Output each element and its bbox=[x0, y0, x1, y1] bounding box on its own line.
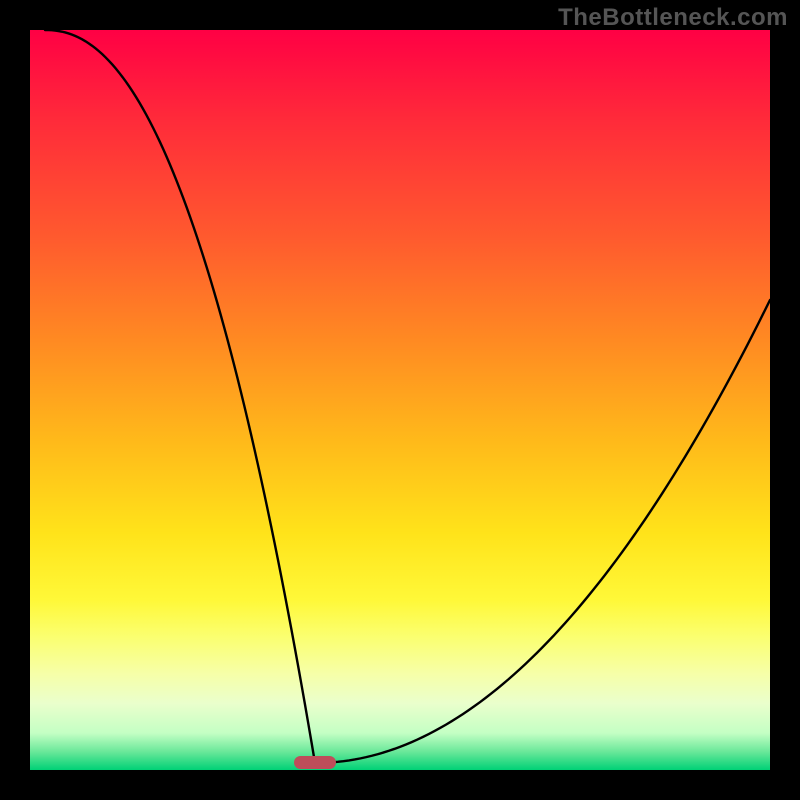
optimal-marker bbox=[294, 756, 336, 769]
chart-frame: TheBottleneck.com bbox=[0, 0, 800, 800]
watermark-text: TheBottleneck.com bbox=[558, 4, 788, 32]
bottleneck-curve bbox=[30, 30, 770, 770]
plot-area bbox=[30, 30, 770, 770]
curve-path bbox=[45, 30, 770, 763]
